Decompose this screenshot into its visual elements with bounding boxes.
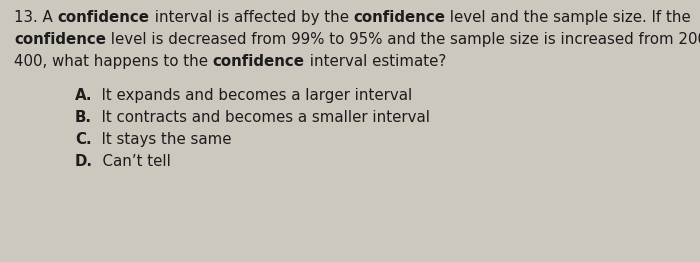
Text: It stays the same: It stays the same: [92, 132, 231, 147]
Text: It expands and becomes a larger interval: It expands and becomes a larger interval: [92, 88, 413, 103]
Text: confidence: confidence: [213, 54, 304, 69]
Text: B.: B.: [75, 110, 92, 125]
Text: 400, what happens to the: 400, what happens to the: [14, 54, 213, 69]
Text: confidence: confidence: [354, 10, 445, 25]
Text: D.: D.: [75, 154, 93, 169]
Text: A.: A.: [75, 88, 92, 103]
Text: It contracts and becomes a smaller interval: It contracts and becomes a smaller inter…: [92, 110, 430, 125]
Text: C.: C.: [75, 132, 92, 147]
Text: level and the sample size. If the: level and the sample size. If the: [445, 10, 691, 25]
Text: Can’t tell: Can’t tell: [93, 154, 171, 169]
Text: level is decreased from 99% to 95% and the sample size is increased from 200 to: level is decreased from 99% to 95% and t…: [106, 32, 700, 47]
Text: confidence: confidence: [57, 10, 150, 25]
Text: confidence: confidence: [14, 32, 106, 47]
Text: interval is affected by the: interval is affected by the: [150, 10, 354, 25]
Text: interval estimate?: interval estimate?: [304, 54, 446, 69]
Text: 13. A: 13. A: [14, 10, 57, 25]
